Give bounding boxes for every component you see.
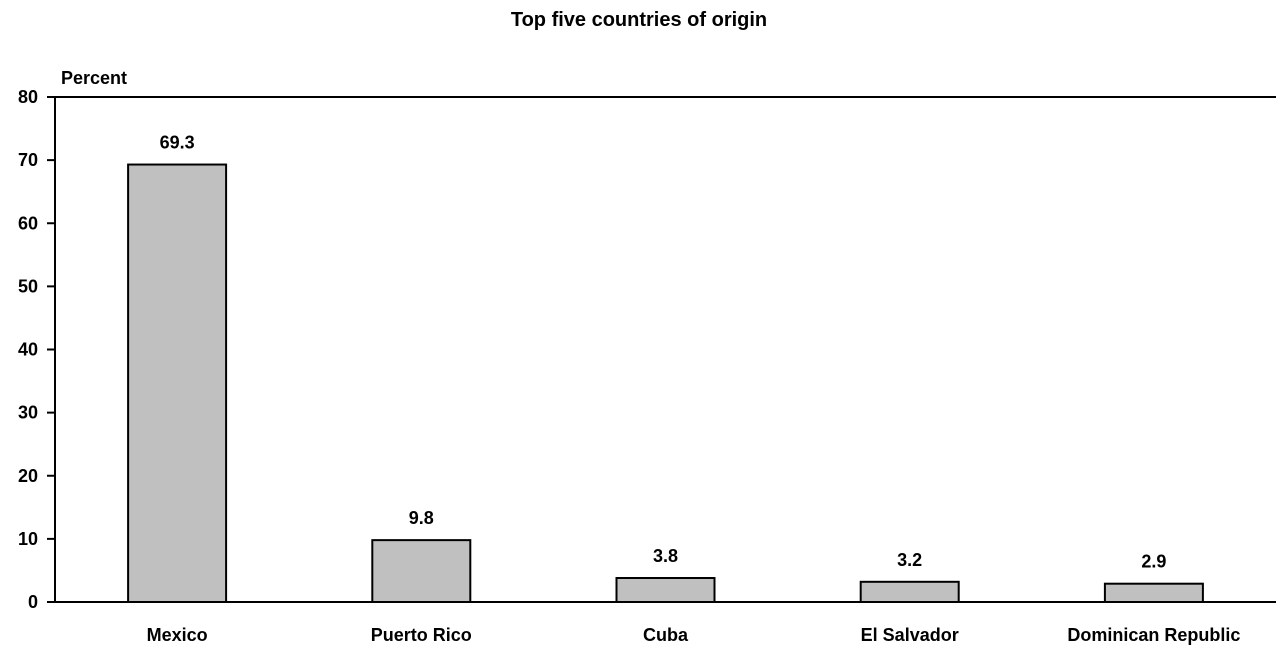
axes: 0 10 20 30 40 50 60 70 80 bbox=[18, 87, 1276, 612]
data-label: 3.8 bbox=[653, 546, 678, 566]
y-tick-label: 80 bbox=[18, 87, 38, 107]
bars-group bbox=[127, 163, 1204, 604]
chart-title: Top five countries of origin bbox=[511, 9, 767, 31]
data-label: 69.3 bbox=[160, 133, 195, 153]
data-label: 2.9 bbox=[1141, 552, 1166, 572]
bar-puerto-rico bbox=[371, 539, 472, 604]
labels-group: 69.3 Mexico 9.8 Puerto Rico 3.8 Cuba 3.2 El Sal… bbox=[147, 133, 1241, 645]
x-category-label: Puerto Rico bbox=[371, 625, 472, 645]
x-category-label: Mexico bbox=[147, 625, 208, 645]
y-tick-label: 70 bbox=[18, 150, 38, 170]
y-axis-label: Percent bbox=[61, 68, 127, 88]
y-tick-label: 40 bbox=[18, 340, 38, 360]
bar-cuba bbox=[615, 577, 716, 604]
y-tick-label: 30 bbox=[18, 403, 38, 423]
y-tick-label: 60 bbox=[18, 213, 38, 233]
bar-mexico bbox=[127, 163, 228, 603]
x-category-label: El Salvador bbox=[861, 625, 959, 645]
data-label: 3.2 bbox=[897, 550, 922, 570]
data-label: 9.8 bbox=[409, 508, 434, 528]
bar-el-salvador bbox=[859, 580, 960, 603]
bar-dominican-republic bbox=[1103, 582, 1204, 603]
y-tick-label: 20 bbox=[18, 466, 38, 486]
x-category-label: Dominican Republic bbox=[1067, 625, 1240, 645]
y-tick-label: 0 bbox=[28, 592, 38, 612]
y-tick-label: 50 bbox=[18, 276, 38, 296]
y-tick-label: 10 bbox=[18, 529, 38, 549]
x-category-label: Cuba bbox=[643, 625, 689, 645]
